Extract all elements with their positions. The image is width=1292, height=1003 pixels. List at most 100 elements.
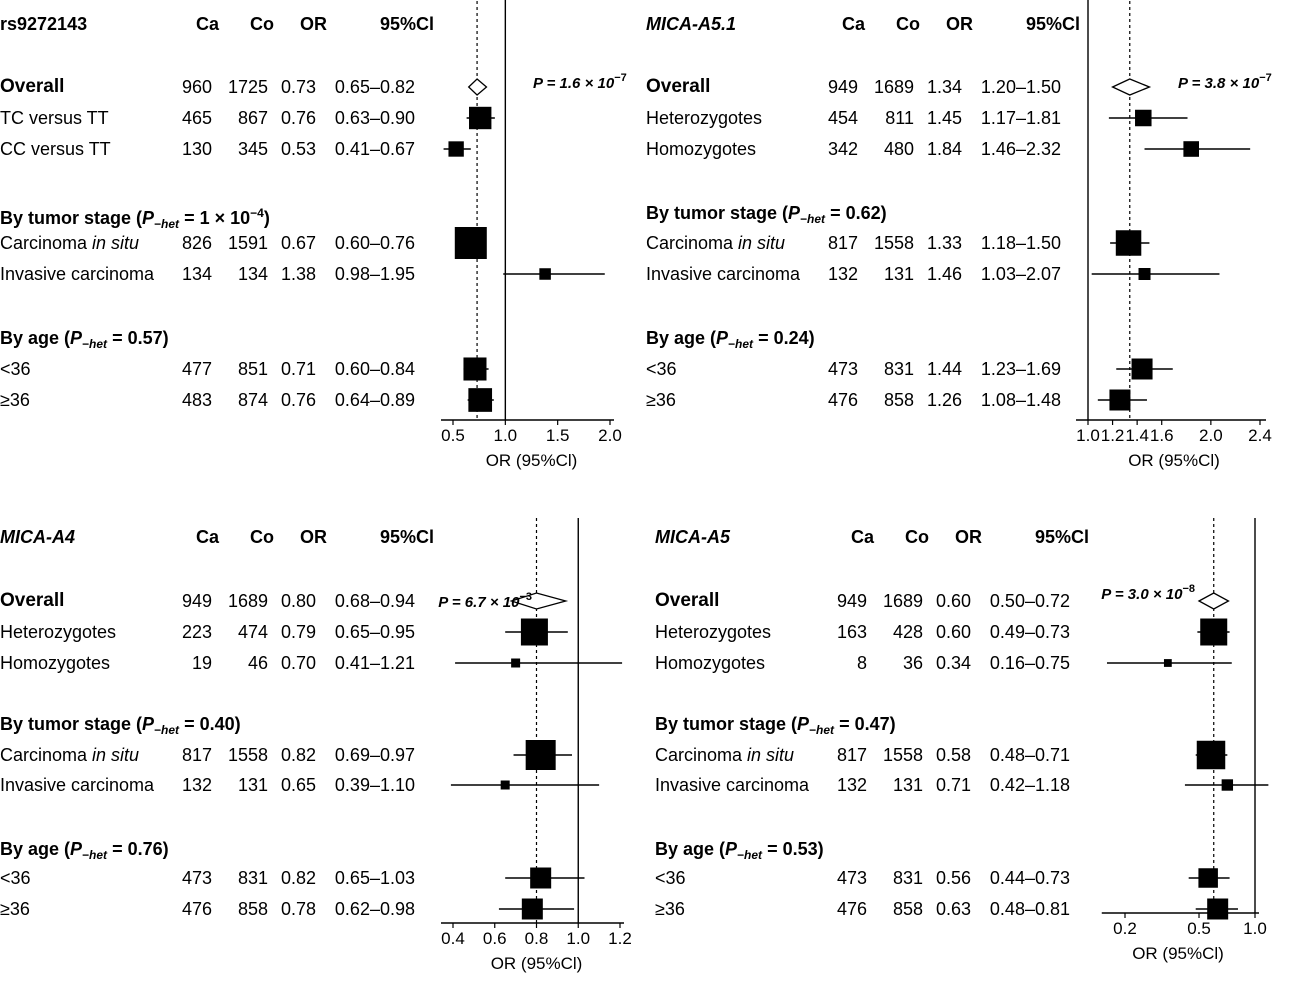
subgroup-header: By tumor stage (P−het = 1 × 10−4) — [0, 203, 270, 234]
cell-ca: 817 — [827, 233, 858, 253]
cell-co: 131 — [892, 775, 923, 795]
x-tick-label: 1.0 — [1243, 919, 1267, 938]
column-header-or: OR — [300, 527, 327, 547]
x-tick-label: 2.4 — [1248, 426, 1272, 445]
cell-ci: 0.42–1.18 — [989, 775, 1070, 795]
p-subscript: −het — [737, 848, 763, 862]
or-square — [1138, 268, 1151, 280]
cell-ci: 0.44–0.73 — [989, 868, 1070, 888]
cell-ci: 1.23–1.69 — [980, 359, 1061, 379]
row-label-text: Invasive carcinoma — [655, 775, 810, 795]
overall-p-value: P = 1.6 × 10−7 — [533, 72, 627, 92]
cell-or: 0.63 — [935, 899, 971, 919]
row-label-italic: in situ — [747, 745, 795, 765]
cell-ci: 0.65–0.95 — [334, 622, 415, 642]
cell-co: 1725 — [227, 77, 268, 97]
row-label-text: CC versus TT — [0, 139, 111, 159]
cell-co: 1558 — [882, 745, 923, 765]
p-symbol: P — [142, 208, 155, 228]
or-square — [468, 388, 493, 412]
p-superscript: −4 — [250, 206, 264, 220]
cell-ci: 1.17–1.81 — [980, 108, 1061, 128]
forest-point — [1097, 389, 1147, 411]
column-header-or: OR — [955, 527, 982, 547]
p-symbol: P — [142, 714, 155, 734]
x-tick-label: 1.0 — [1076, 426, 1100, 445]
cell-co: 831 — [237, 868, 268, 888]
cell-or: 1.34 — [926, 77, 962, 97]
cell-ci: 0.60–0.76 — [334, 233, 415, 253]
row-label-text: ≥36 — [646, 390, 676, 410]
or-square — [1200, 618, 1228, 646]
cell-co: 134 — [237, 264, 268, 284]
forest-point — [454, 227, 487, 259]
row-label: Carcinoma in situ — [655, 745, 794, 765]
row-label: <36 — [0, 359, 31, 379]
cell-co: 480 — [883, 139, 914, 159]
cell-ci: 0.69–0.97 — [334, 745, 415, 765]
cell-ca: 476 — [836, 899, 867, 919]
row-label: Invasive carcinoma — [0, 264, 154, 284]
overall-diamond — [509, 592, 569, 610]
or-square — [1131, 358, 1153, 380]
row-label-text: Invasive carcinoma — [0, 775, 155, 795]
or-square — [1115, 230, 1142, 256]
subgroup-header: By age (P−het = 0.53) — [655, 839, 824, 865]
row-label: Homozygotes — [655, 653, 765, 673]
row-label-text: ≥36 — [655, 899, 685, 919]
column-header-ca: Ca — [196, 14, 220, 34]
or-square — [500, 780, 510, 790]
forest-point — [498, 898, 575, 920]
cell-ci: 0.98–1.95 — [334, 264, 415, 284]
row-label: Overall — [0, 77, 64, 97]
subgroup-header-text: By tumor stage ( — [655, 714, 798, 734]
row-label: Overall — [0, 591, 64, 611]
panel-title: rs9272143 — [0, 14, 88, 34]
forest-point — [443, 141, 471, 157]
cell-ci: 0.60–0.84 — [334, 359, 415, 379]
row-label-italic: in situ — [92, 745, 140, 765]
x-tick-label: 0.8 — [525, 929, 549, 948]
panel-title: MICA-A4 — [0, 527, 75, 547]
cell-ci: 0.41–1.21 — [334, 653, 415, 673]
forest-point — [1110, 230, 1150, 256]
row-label: TC versus TT — [0, 108, 109, 128]
cell-ca: 465 — [181, 108, 212, 128]
cell-co: 851 — [237, 359, 268, 379]
or-square — [1135, 109, 1152, 127]
subgroup-header: By age (P−het = 0.24) — [646, 328, 815, 354]
column-header-ca: Ca — [842, 14, 866, 34]
x-axis-label: OR (95%Cl) — [491, 954, 583, 973]
row-label-text: <36 — [0, 359, 31, 379]
or-square — [1196, 740, 1226, 770]
subgroup-header-text: By age ( — [0, 839, 71, 859]
row-label-text: Carcinoma — [0, 233, 93, 253]
or-square — [1163, 659, 1172, 667]
cell-ca: 132 — [836, 775, 867, 795]
forest-point — [505, 867, 585, 889]
or-square — [448, 141, 464, 157]
cell-or: 1.44 — [926, 359, 962, 379]
cell-ca: 223 — [181, 622, 212, 642]
p-subscript: −het — [800, 212, 826, 226]
forest-point — [466, 106, 495, 130]
forest-point — [455, 658, 623, 668]
overall-diamond — [467, 78, 488, 96]
cell-ci: 0.65–1.03 — [334, 868, 415, 888]
x-tick-label: 2.0 — [1199, 426, 1223, 445]
x-tick-label: 0.6 — [483, 929, 507, 948]
row-label-text: Carcinoma — [655, 745, 748, 765]
cell-ca: 132 — [827, 264, 858, 284]
row-label: CC versus TT — [0, 139, 111, 159]
cell-or: 1.46 — [926, 264, 962, 284]
row-label-text: Heterozygotes — [0, 622, 117, 642]
or-square — [511, 658, 521, 668]
forest-point — [503, 268, 605, 280]
cell-ci: 0.49–0.73 — [989, 622, 1070, 642]
cell-ci: 0.16–0.75 — [989, 653, 1070, 673]
cell-or: 0.73 — [280, 77, 316, 97]
x-tick-label: 1.5 — [546, 426, 570, 445]
x-tick-label: 1.0 — [566, 929, 590, 948]
cell-ca: 826 — [181, 233, 212, 253]
subgroup-header: By tumor stage (P−het = 0.40) — [0, 714, 241, 740]
